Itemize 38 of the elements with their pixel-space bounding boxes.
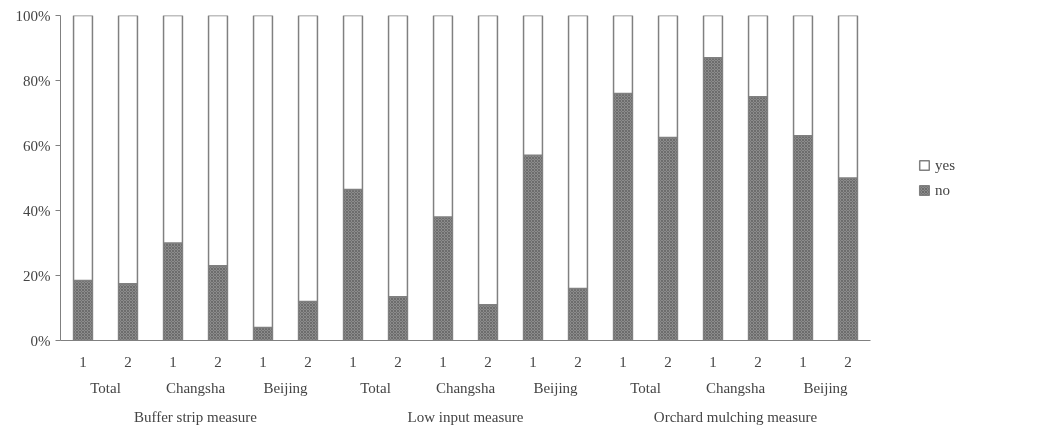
legend-label: yes [935,156,955,174]
text: Beijing [803,379,849,396]
x-tick-label: 2 [214,353,222,370]
legend-label: no [935,181,951,199]
x-tick-label: 2 [664,353,672,370]
x-tick-label: 1 [799,353,807,370]
x-tick-label: 1 [709,353,717,370]
x-tick-label: 1 [529,353,537,370]
x-tick-label: 1 [619,353,627,370]
x-tick-label: 1 [349,353,357,370]
y-tick-label: 40% [23,202,51,219]
x-tick-label: 2 [484,353,492,370]
x-tick-label: 2 [394,353,402,370]
y-tick-label: 0% [30,332,51,349]
x-tick-label: 1 [79,353,87,370]
x-tick-label: 2 [124,353,132,370]
x-tick-label: 1 [259,353,267,370]
text: Total [360,379,391,396]
text: Changsha [705,379,766,396]
x-tick-label: 1 [169,353,177,370]
text: Buffer strip measure [133,408,258,425]
text: Changsha [435,379,496,396]
x-tick-label: 2 [304,353,312,370]
y-tick-label: 60% [23,137,51,154]
text: Total [630,379,661,396]
text: Orchard mulching measure [653,408,818,425]
text: Changsha [165,379,226,396]
text: Low input measure [407,408,524,425]
text: Beijing [533,379,579,396]
y-tick-label: 100% [15,7,51,24]
x-tick-label: 2 [574,353,582,370]
y-tick-label: 80% [23,72,51,89]
x-tick-label: 2 [844,353,852,370]
x-tick-label: 1 [439,353,447,370]
text: Total [90,379,121,396]
text: Beijing [263,379,309,396]
x-tick-label: 2 [754,353,762,370]
y-tick-label: 20% [23,267,51,284]
